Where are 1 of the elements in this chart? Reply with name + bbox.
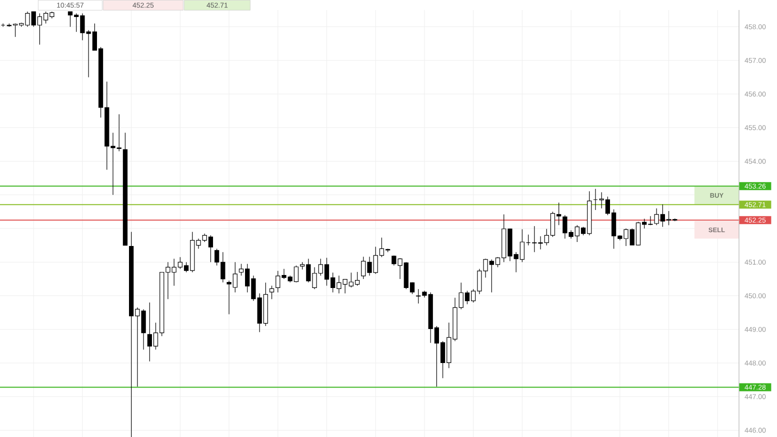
candlestick xyxy=(269,285,274,300)
